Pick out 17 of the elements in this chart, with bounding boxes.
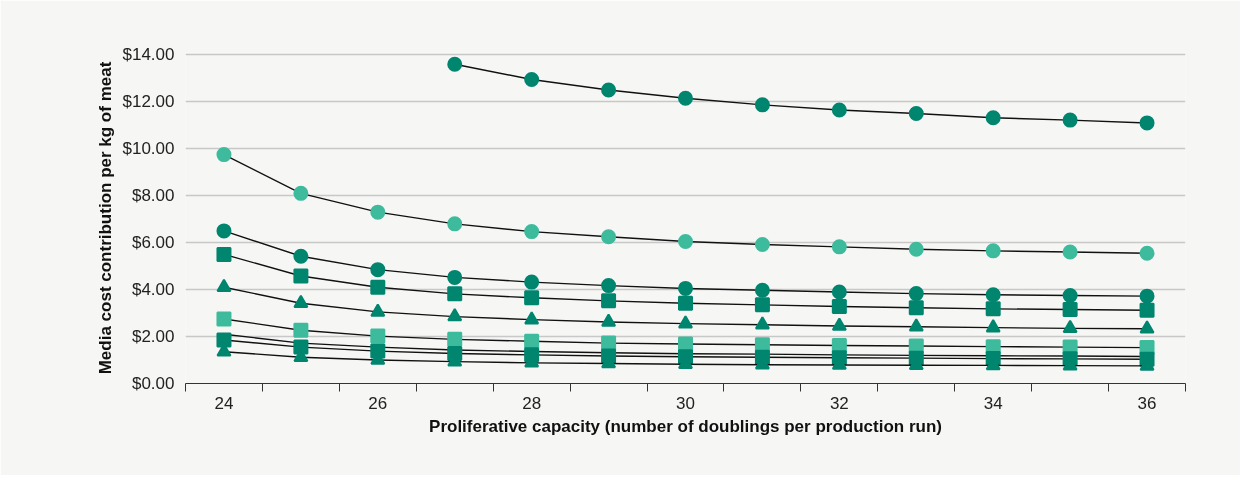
x-tick-label: 26 <box>368 393 388 413</box>
x-tick-label: 34 <box>983 393 1003 413</box>
x-tick-label: 36 <box>1137 393 1157 413</box>
y-tick-label: $12.00 <box>122 92 175 112</box>
y-tick-label: $0.00 <box>131 374 175 393</box>
y-tick-label: $4.00 <box>131 280 175 300</box>
x-tick-label: 28 <box>522 393 542 413</box>
y-axis-title: Media cost contribution per kg of meat <box>95 61 115 375</box>
x-tick-label: 30 <box>676 393 695 413</box>
y-tick-label: $2.00 <box>131 327 175 347</box>
x-tick-label: 24 <box>214 393 234 413</box>
y-tick-label: $6.00 <box>131 233 175 253</box>
y-tick-label: $14.00 <box>122 45 175 65</box>
x-tick-label: 32 <box>829 393 849 413</box>
x-axis-title: Proliferative capacity (number of doublings per production run) <box>429 416 942 436</box>
y-tick-label: $8.00 <box>131 186 175 206</box>
y-tick-label: $10.00 <box>122 139 175 159</box>
